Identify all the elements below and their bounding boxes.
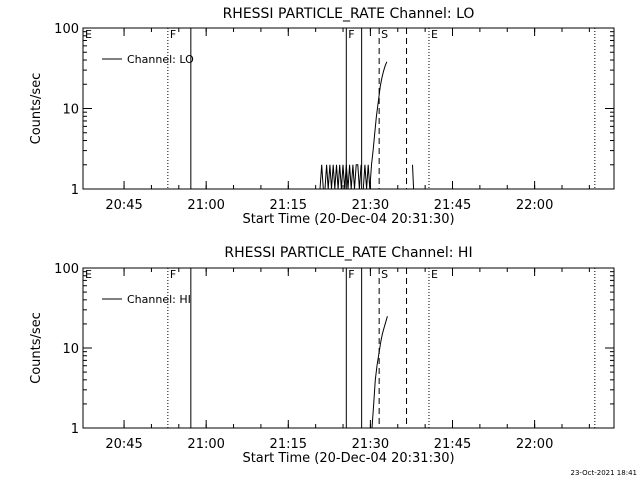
footer-timestamp: 23-Oct-2021 18:41 — [571, 469, 637, 477]
chart-1-plot-frame — [82, 267, 615, 429]
chart-1-y-axis-title: Counts/sec — [29, 312, 44, 384]
chart-1-y-tick-label: 100 — [54, 262, 79, 277]
chart-0-series-line — [412, 164, 415, 190]
chart-0-series-line — [362, 61, 388, 190]
chart-0-x-axis-title: Start Time (20-Dec-04 20:31:30) — [242, 212, 454, 227]
chart-0-title: RHESSI PARTICLE_RATE Channel: LO — [223, 6, 475, 22]
chart-0-marker-label: S — [381, 28, 388, 41]
chart-0-y-tick-label: 10 — [62, 103, 79, 118]
chart-1-x-axis-title: Start Time (20-Dec-04 20:31:30) — [242, 451, 454, 466]
chart-0-marker-label: F — [170, 28, 176, 41]
chart-1-x-tick-label: 21:00 — [187, 437, 224, 452]
chart-hi-channel: RHESSI PARTICLE_RATE Channel: HI 1 10 100 20… — [29, 245, 615, 466]
chart-0-marker-label: F — [348, 28, 354, 41]
chart-0-x-tick-label: 20:45 — [105, 198, 142, 213]
chart-1-x-tick-label: 22:00 — [516, 437, 553, 452]
chart-0-x-tick-label: 21:30 — [352, 198, 389, 213]
chart-1-x-tick-label: 21:15 — [270, 437, 307, 452]
chart-1-x-tick-label: 20:45 — [105, 437, 142, 452]
chart-1-title: RHESSI PARTICLE_RATE Channel: HI — [224, 245, 472, 261]
chart-lo-channel: RHESSI PARTICLE_RATE Channel: LO 1 10 100 20… — [29, 6, 615, 227]
chart-1-x-tick-label: 21:30 — [352, 437, 389, 452]
chart-0-x-tick-label: 21:45 — [434, 198, 471, 213]
chart-0-series-line — [319, 164, 362, 190]
chart-0-x-tick-label: 21:15 — [270, 198, 307, 213]
chart-0-y-axis-title: Counts/sec — [29, 73, 44, 145]
chart-1-y-tick-label: 1 — [71, 422, 79, 437]
chart-1-marker-label: F — [348, 268, 354, 281]
chart-1-series-line — [371, 316, 388, 429]
chart-0-legend-label: Channel: LO — [127, 53, 194, 66]
chart-0-x-tick-label: 22:00 — [516, 198, 553, 213]
chart-1-legend-label: Channel: HI — [127, 293, 191, 306]
chart-0-marker-label: E — [431, 28, 438, 41]
chart-1-x-tick-label: 21:45 — [434, 437, 471, 452]
chart-1-marker-label: E — [85, 268, 92, 281]
chart-1-marker-label: F — [170, 268, 176, 281]
chart-0-marker-label: E — [85, 28, 92, 41]
chart-1-y-tick-label: 10 — [62, 342, 79, 357]
chart-1-marker-label: S — [381, 268, 388, 281]
chart-1-marker-label: E — [431, 268, 438, 281]
chart-0-y-tick-label: 1 — [71, 183, 79, 198]
chart-0-y-tick-label: 100 — [54, 22, 79, 37]
chart-0-x-tick-label: 21:00 — [187, 198, 224, 213]
